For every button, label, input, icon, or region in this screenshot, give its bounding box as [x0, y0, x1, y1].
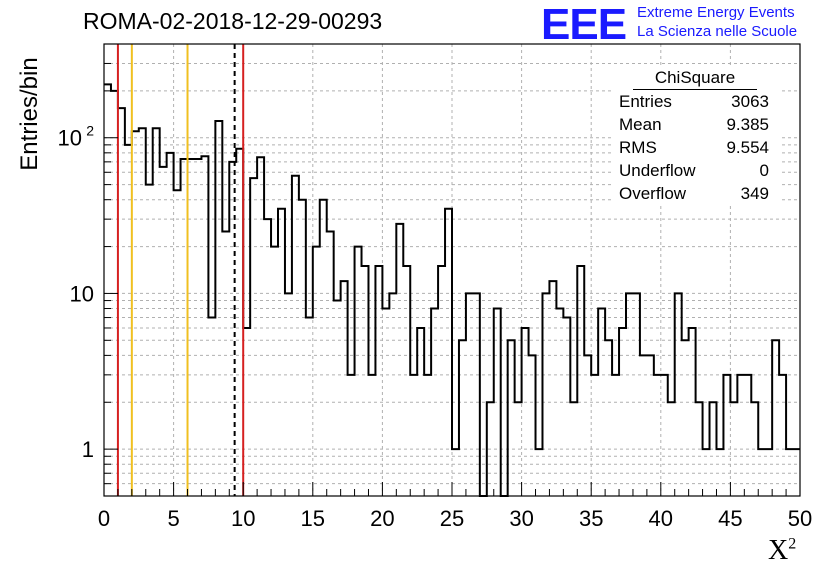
stats-row: RMS 9.554: [611, 136, 779, 159]
x-tick-label: 40: [649, 506, 673, 531]
stats-value: 9.554: [726, 138, 769, 157]
histogram-series: [104, 83, 800, 497]
stats-label: Entries: [619, 92, 672, 111]
logo-line-1: Extreme Energy Events: [637, 4, 795, 21]
stats-row: Mean 9.385: [611, 113, 779, 136]
x-tick-label: 0: [98, 506, 110, 531]
x-tick-label: 5: [167, 506, 179, 531]
logo-line-2: La Scienza nelle Scuole: [637, 23, 798, 40]
x-axis-label-base: X: [768, 535, 789, 566]
x-tick-label: 15: [301, 506, 325, 531]
stats-label: RMS: [619, 138, 657, 157]
x-tick-label: 35: [579, 506, 603, 531]
y-tick-label: 1: [82, 437, 94, 462]
stats-value: 349: [740, 184, 769, 203]
stats-value: 0: [759, 161, 769, 180]
x-tick-label: 50: [788, 506, 812, 531]
stats-box: ChiSquare Entries 3063 Mean 9.385 RMS 9.554…: [611, 65, 779, 205]
y-axis-label: Entries/bin: [16, 57, 43, 171]
stats-label: Overflow: [619, 184, 687, 203]
stats-value: 3063: [731, 92, 769, 111]
chart-title: ROMA-02-2018-12-29-00293: [83, 8, 383, 34]
x-tick-label: 20: [370, 506, 394, 531]
y-tick-label: 10: [70, 281, 94, 306]
stats-row: Entries 3063: [611, 90, 779, 113]
stats-box-title: ChiSquare: [633, 65, 757, 90]
stats-label: Mean: [619, 115, 662, 134]
stats-row: Overflow 349: [611, 182, 779, 205]
x-axis-label: X2: [768, 535, 796, 567]
x-tick-label: 30: [509, 506, 533, 531]
stats-value: 9.385: [726, 115, 769, 134]
y-tick-label-sup: 2: [86, 123, 94, 139]
stats-label: Underflow: [619, 161, 696, 180]
stats-row: Underflow 0: [611, 159, 779, 182]
x-axis-label-sup: 2: [788, 535, 797, 553]
x-tick-label: 45: [718, 506, 742, 531]
eee-logo: EEE: [541, 0, 627, 49]
y-tick-label: 10: [58, 126, 82, 151]
x-tick-label: 25: [440, 506, 464, 531]
x-tick-label: 10: [231, 506, 255, 531]
